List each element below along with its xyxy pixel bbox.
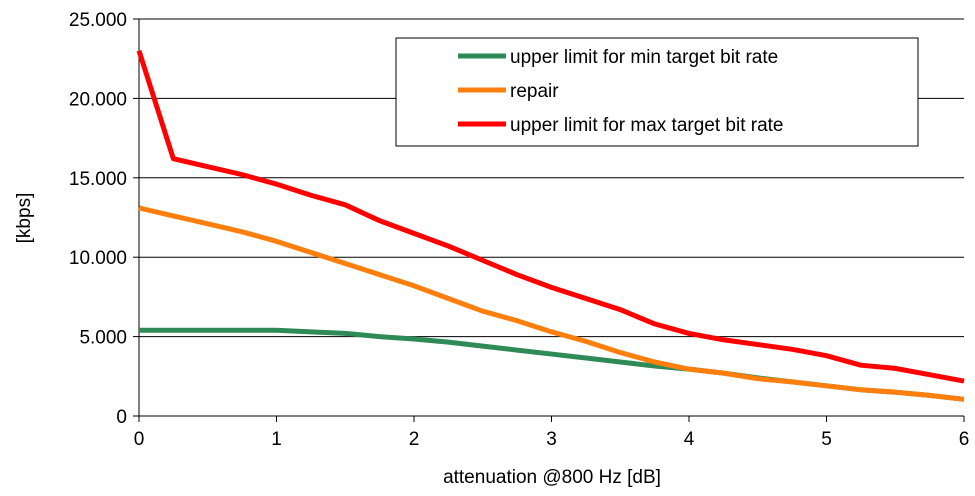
series-lines: [136, 50, 965, 402]
y-tick-label: 15.000: [69, 169, 127, 190]
series-line-2: [138, 205, 965, 402]
x-tick-label: 6: [959, 429, 970, 450]
x-tick-label: 4: [684, 429, 695, 450]
x-axis-label: attenuation @800 Hz [dB]: [443, 467, 661, 488]
y-tick-label: 5.000: [79, 328, 127, 349]
legend-label-2: repair: [510, 81, 559, 102]
legend-label-3: upper limit for max target bit rate: [510, 115, 784, 136]
x-tick-label: 5: [821, 429, 832, 450]
series-line-3: [136, 50, 965, 384]
x-tick-label: 1: [271, 429, 282, 450]
y-tick-label: 25.000: [69, 10, 127, 31]
y-tick-label: 0: [116, 407, 127, 428]
x-tick-label: 2: [409, 429, 420, 450]
legend: upper limit for min target bit rate repai…: [395, 37, 919, 147]
y-tick-label: 10.000: [69, 248, 127, 269]
axes: 0 5.000 10.000 15.000 20.000 25.000 0 1 2 3 4 5 6: [69, 10, 969, 450]
legend-label-1: upper limit for min target bit rate: [510, 47, 778, 68]
y-tick-label: 20.000: [69, 89, 127, 110]
x-tick-label: 3: [546, 429, 557, 450]
x-tick-label: 0: [134, 429, 145, 450]
y-axis-label: [kbps]: [14, 193, 35, 244]
